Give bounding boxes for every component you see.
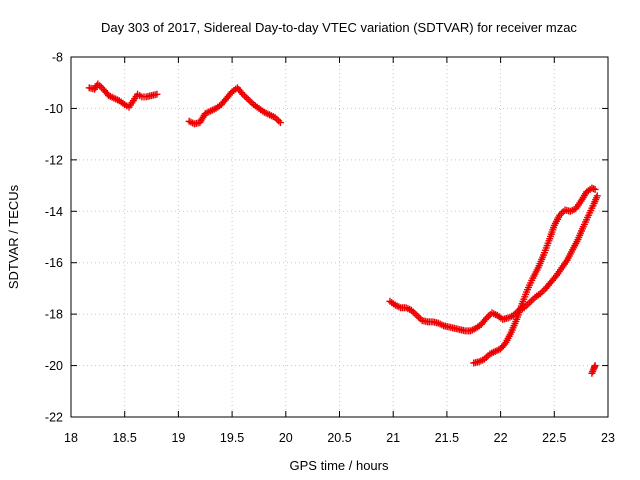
x-tick-label: 21.5 xyxy=(435,431,459,445)
x-tick-label: 19.5 xyxy=(220,431,244,445)
x-tick-label: 21 xyxy=(386,431,400,445)
data-point xyxy=(593,192,601,200)
chart-title: Day 303 of 2017, Sidereal Day-to-day VTE… xyxy=(101,20,577,35)
data-point xyxy=(591,362,599,370)
x-tick-label: 22.5 xyxy=(542,431,566,445)
x-tick-label: 18 xyxy=(64,431,78,445)
y-tick-label: -20 xyxy=(45,359,63,373)
x-axis-label: GPS time / hours xyxy=(290,458,389,473)
y-axis-label: SDTVAR / TECUs xyxy=(6,184,21,289)
x-tick-label: 23 xyxy=(601,431,615,445)
data-points xyxy=(85,80,601,377)
y-tick-label: -14 xyxy=(45,205,63,219)
y-tick-label: -8 xyxy=(52,51,63,65)
data-point xyxy=(551,273,559,281)
data-point xyxy=(237,89,245,97)
data-point xyxy=(276,119,284,127)
data-point xyxy=(501,340,509,348)
data-point xyxy=(481,316,489,324)
x-tick-label: 20.5 xyxy=(327,431,351,445)
axis-ticks: 18 18.5 19 19.5 20 20.5 21 21.5 22 22.5 23 -22 -20 -1… xyxy=(45,51,615,446)
x-tick-label: 19 xyxy=(171,431,185,445)
y-tick-label: -12 xyxy=(45,153,63,167)
y-tick-label: -22 xyxy=(45,411,63,425)
x-tick-label: 18.5 xyxy=(113,431,137,445)
grid xyxy=(71,57,608,417)
data-point xyxy=(153,90,161,98)
x-tick-label: 22 xyxy=(494,431,508,445)
y-tick-label: -10 xyxy=(45,102,63,116)
y-tick-label: -16 xyxy=(45,256,63,270)
x-tick-label: 20 xyxy=(279,431,293,445)
y-tick-label: -18 xyxy=(45,308,63,322)
data-point xyxy=(591,185,599,193)
